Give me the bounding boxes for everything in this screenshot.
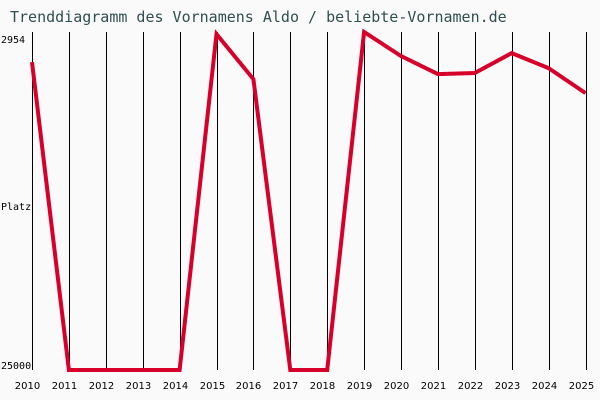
y-axis-title: Platz [1,202,32,213]
x-tick-label: 2016 [235,381,262,392]
x-tick-label: 2012 [88,381,115,392]
y-axis-top-label: 2954 [1,35,26,46]
y-axis-bottom-label: 25000 [1,361,32,372]
x-tick-label: 2025 [568,381,595,392]
x-tick-label: 2011 [51,381,78,392]
x-tick-label: 2018 [309,381,336,392]
x-tick-label: 2017 [272,381,299,392]
x-tick-label: 2023 [494,381,521,392]
x-tick-label: 2014 [162,381,189,392]
x-tick-label: 2019 [346,381,373,392]
chart-title: Trenddiagramm des Vornamens Aldo / belie… [10,8,507,26]
x-tick-label: 2021 [420,381,447,392]
x-tick-label: 2010 [14,381,41,392]
x-tick-label: 2022 [457,381,484,392]
x-tick-label: 2024 [531,381,558,392]
x-tick-label: 2013 [125,381,152,392]
trend-line [30,28,587,372]
x-tick-label: 2015 [199,381,226,392]
x-tick-label: 2020 [383,381,410,392]
